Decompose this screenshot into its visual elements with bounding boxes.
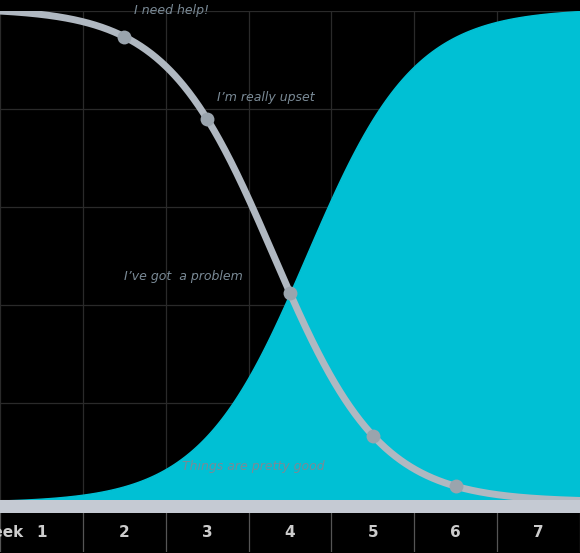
Text: I’m really upset: I’m really upset: [217, 91, 315, 105]
Text: 3: 3: [202, 525, 212, 540]
Text: 2: 2: [119, 525, 130, 540]
Text: Week: Week: [0, 525, 24, 540]
Text: Things are pretty good: Things are pretty good: [182, 460, 325, 473]
Text: I need help!: I need help!: [134, 4, 209, 17]
Text: 1: 1: [36, 525, 46, 540]
Text: 5: 5: [368, 525, 378, 540]
Text: I’ve got  a problem: I’ve got a problem: [124, 270, 243, 283]
Text: 6: 6: [450, 525, 461, 540]
Text: 7: 7: [533, 525, 544, 540]
Text: 4: 4: [285, 525, 295, 540]
Text: Feeling great: Feeling great: [331, 511, 414, 524]
